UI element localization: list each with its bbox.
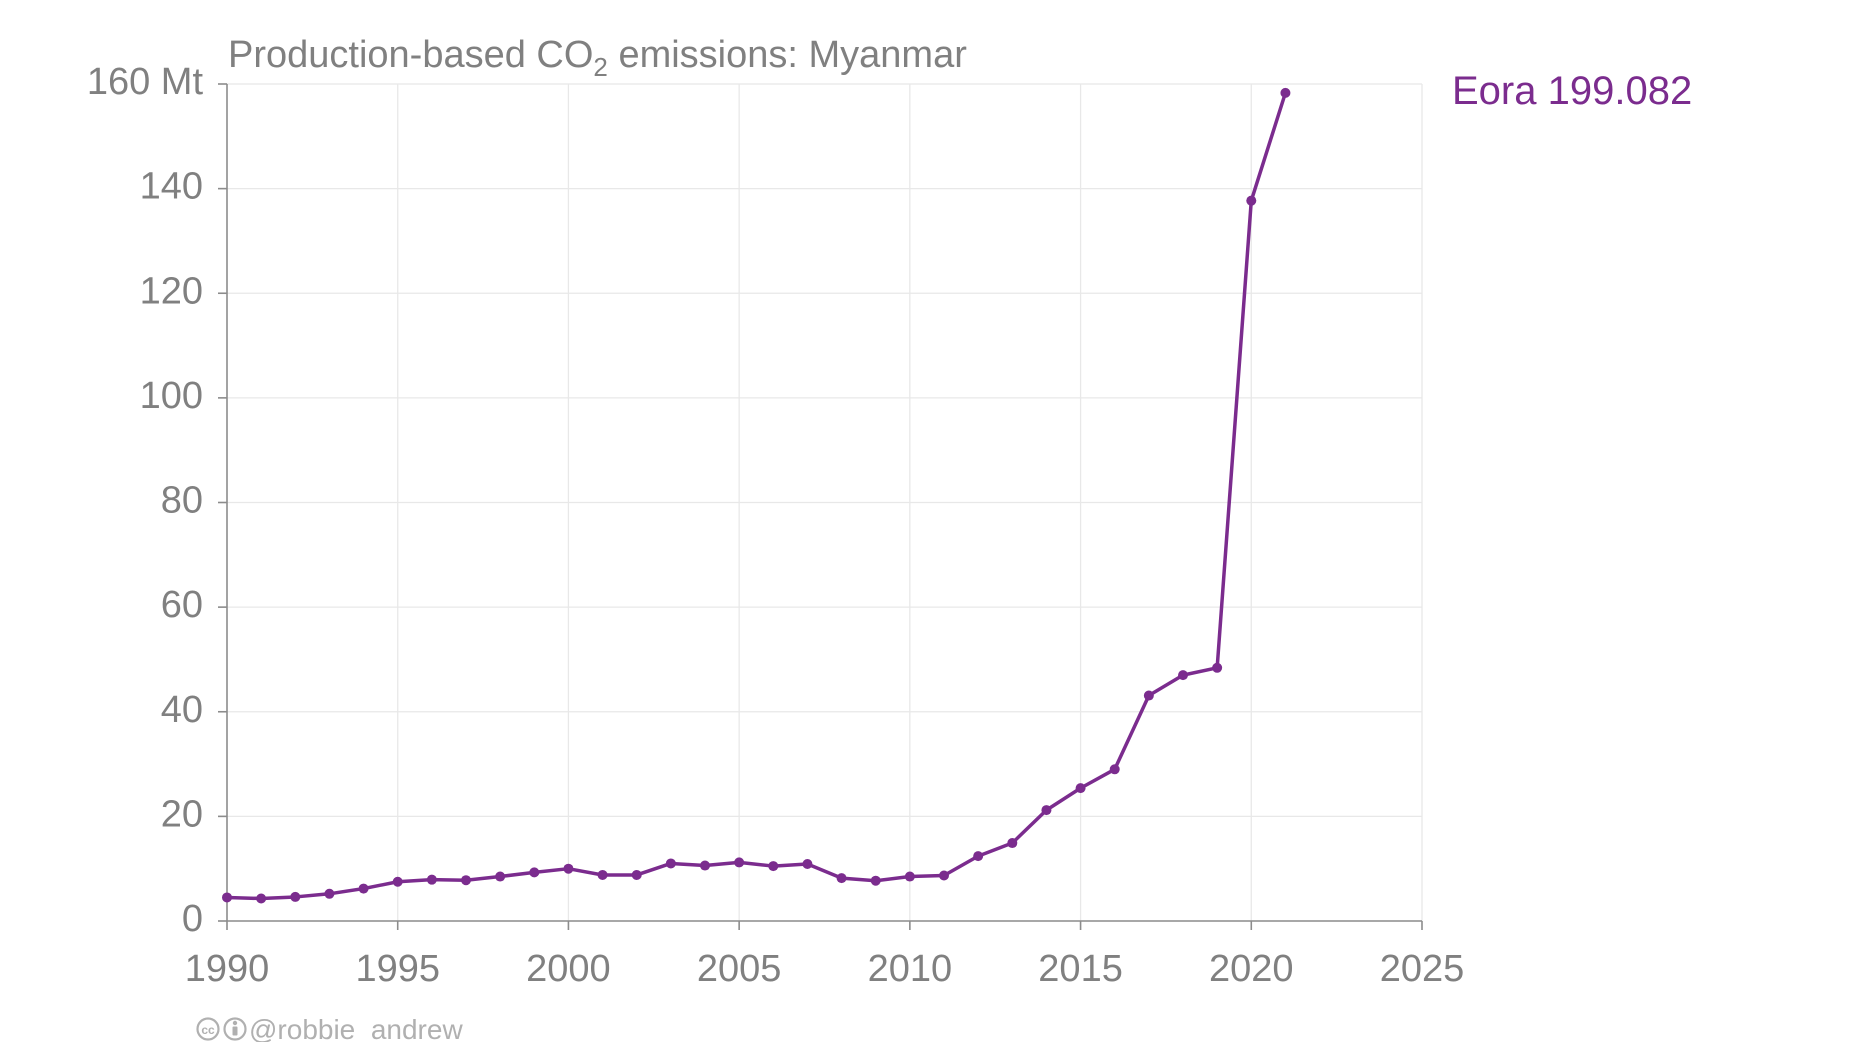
data-point (1075, 783, 1086, 794)
y-tick-label: 0 (182, 898, 203, 940)
data-point (1143, 690, 1154, 701)
series-end-label: Eora 199.082 (1452, 69, 1692, 113)
data-point (870, 875, 881, 886)
data-point (358, 883, 369, 894)
series-layer (222, 87, 1291, 904)
data-point (768, 861, 779, 872)
data-point (973, 851, 984, 862)
chart-title-subscript: 2 (593, 52, 607, 82)
y-tick-label: 120 (140, 270, 203, 312)
data-point (665, 858, 676, 869)
data-point (1212, 662, 1223, 673)
y-tick-label: 20 (161, 793, 203, 835)
data-point (1007, 838, 1018, 849)
data-point (290, 891, 301, 902)
x-tick-label: 2015 (1038, 948, 1123, 990)
data-point (802, 858, 813, 869)
data-point (563, 863, 574, 874)
data-point (1178, 670, 1188, 681)
data-point (495, 871, 506, 882)
y-tick-label: 140 (140, 166, 203, 208)
data-point (904, 871, 915, 882)
data-point (734, 857, 745, 868)
creative-commons-icon: cc (196, 1017, 220, 1041)
x-tick-label: 2000 (526, 948, 611, 990)
chart-title-main: Production-based CO (228, 34, 593, 76)
data-point (461, 875, 471, 886)
axis-layer (218, 83, 1423, 930)
chart-title-suffix: emissions: Myanmar (608, 34, 967, 76)
label-layer: 0 20 40 60 80 100 120 140 160 Mt 1990 1995 2000 2005… (87, 61, 1692, 990)
credit-handle: @robbie_andrew (249, 1014, 463, 1042)
data-point (1280, 87, 1291, 98)
x-tick-label: 2005 (697, 948, 782, 990)
data-point (700, 860, 710, 871)
data-point (1041, 805, 1052, 816)
data-point (836, 873, 847, 884)
data-point (392, 876, 403, 887)
grid-layer (227, 83, 1423, 921)
x-tick-label: 2025 (1380, 948, 1465, 990)
data-point (631, 869, 642, 880)
data-point (426, 874, 437, 885)
series-line-eora (225, 91, 1288, 901)
x-tick-label: 2010 (868, 948, 953, 990)
data-point (939, 870, 949, 881)
y-tick-label: 160 Mt (87, 61, 204, 103)
svg-text:cc: cc (201, 1023, 215, 1037)
credit: cc @robbie_andrew (196, 1014, 463, 1045)
chart-title: Production-based CO2 emissions: Myanmar (228, 34, 967, 82)
data-point (222, 892, 232, 903)
x-tick-label: 2020 (1209, 948, 1294, 990)
y-tick-label: 60 (161, 584, 203, 626)
data-point (1109, 764, 1120, 775)
attribution-icon (223, 1017, 247, 1041)
y-tick-label: 40 (161, 689, 203, 731)
x-tick-label: 1990 (185, 948, 270, 990)
y-tick-label: 100 (140, 375, 203, 417)
data-point (529, 867, 540, 878)
x-tick-label: 1995 (355, 948, 440, 990)
data-point (1246, 195, 1257, 206)
data-point (597, 869, 608, 880)
data-point (324, 888, 335, 899)
y-tick-label: 80 (161, 480, 203, 522)
data-point (256, 893, 267, 904)
